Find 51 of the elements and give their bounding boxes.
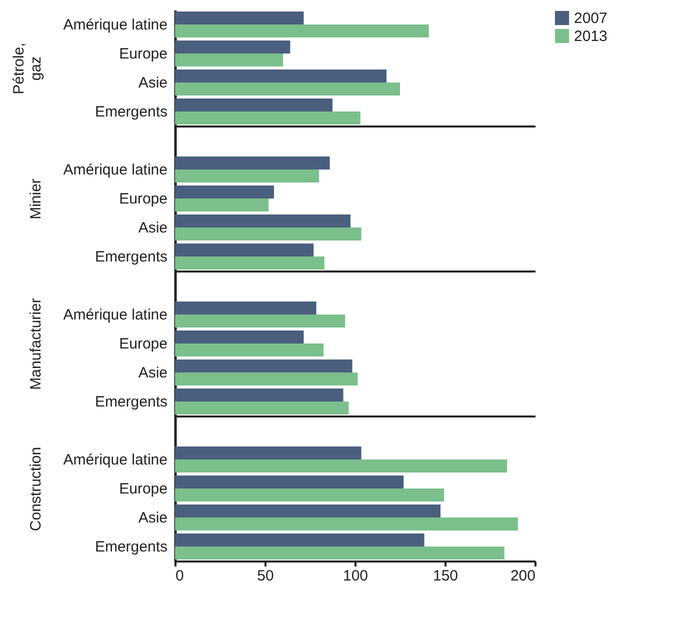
bar [175, 388, 344, 402]
legend-label: 2013 [574, 28, 608, 45]
y-tick-label: Amérique latine [63, 306, 168, 324]
bar [175, 243, 314, 256]
bar [175, 170, 319, 183]
y-axis-title: Manufacturier [27, 298, 44, 390]
bar [175, 98, 332, 112]
bar [175, 330, 304, 344]
bar [175, 402, 349, 415]
y-axis-title: Minier [27, 178, 44, 220]
x-tick-label: 200 [510, 568, 536, 584]
y-tick-label: Emergents [94, 538, 168, 556]
bar [175, 11, 304, 24]
bar [175, 314, 346, 328]
y-axis-title: Pétrole, gaz [10, 42, 44, 94]
bar [175, 54, 283, 67]
y-tick-label: Amérique latine [63, 162, 168, 178]
bar [175, 301, 316, 314]
y-tick-label: Asie [138, 364, 168, 382]
bar [175, 214, 350, 228]
y-tick-label: Asie [138, 220, 168, 236]
y-tick-label: Europe [119, 190, 168, 208]
bar [175, 228, 362, 241]
y-axis-title: Construction [27, 446, 44, 532]
bar [175, 82, 400, 96]
bar [175, 198, 269, 212]
x-tick-label: 150 [432, 568, 458, 584]
legend-label: 2007 [574, 10, 608, 27]
x-tick-label: 100 [342, 568, 368, 584]
y-tick-label: Europe [119, 46, 168, 62]
bar [175, 156, 330, 170]
bar [175, 344, 324, 357]
y-tick-label: Emergents [94, 394, 168, 410]
bar [175, 372, 358, 386]
x-tick-label: 50 [257, 568, 274, 584]
bar [175, 359, 352, 372]
bar [175, 40, 290, 54]
x-tick-label: 0 [176, 568, 184, 584]
bar [175, 112, 360, 125]
bar [175, 256, 324, 270]
y-tick-label: Europe [119, 480, 168, 498]
y-tick-label: Amérique latine [63, 452, 168, 468]
bar [175, 185, 274, 198]
y-tick-label: Emergents [94, 104, 168, 120]
y-tick-label: Amérique latine [63, 16, 168, 34]
y-tick-label: Asie [138, 510, 168, 526]
y-tick-label: Asie [138, 74, 168, 92]
y-tick-label: Europe [119, 336, 168, 352]
y-tick-label: Emergents [94, 248, 168, 266]
bar [175, 69, 386, 82]
bar [175, 24, 429, 38]
